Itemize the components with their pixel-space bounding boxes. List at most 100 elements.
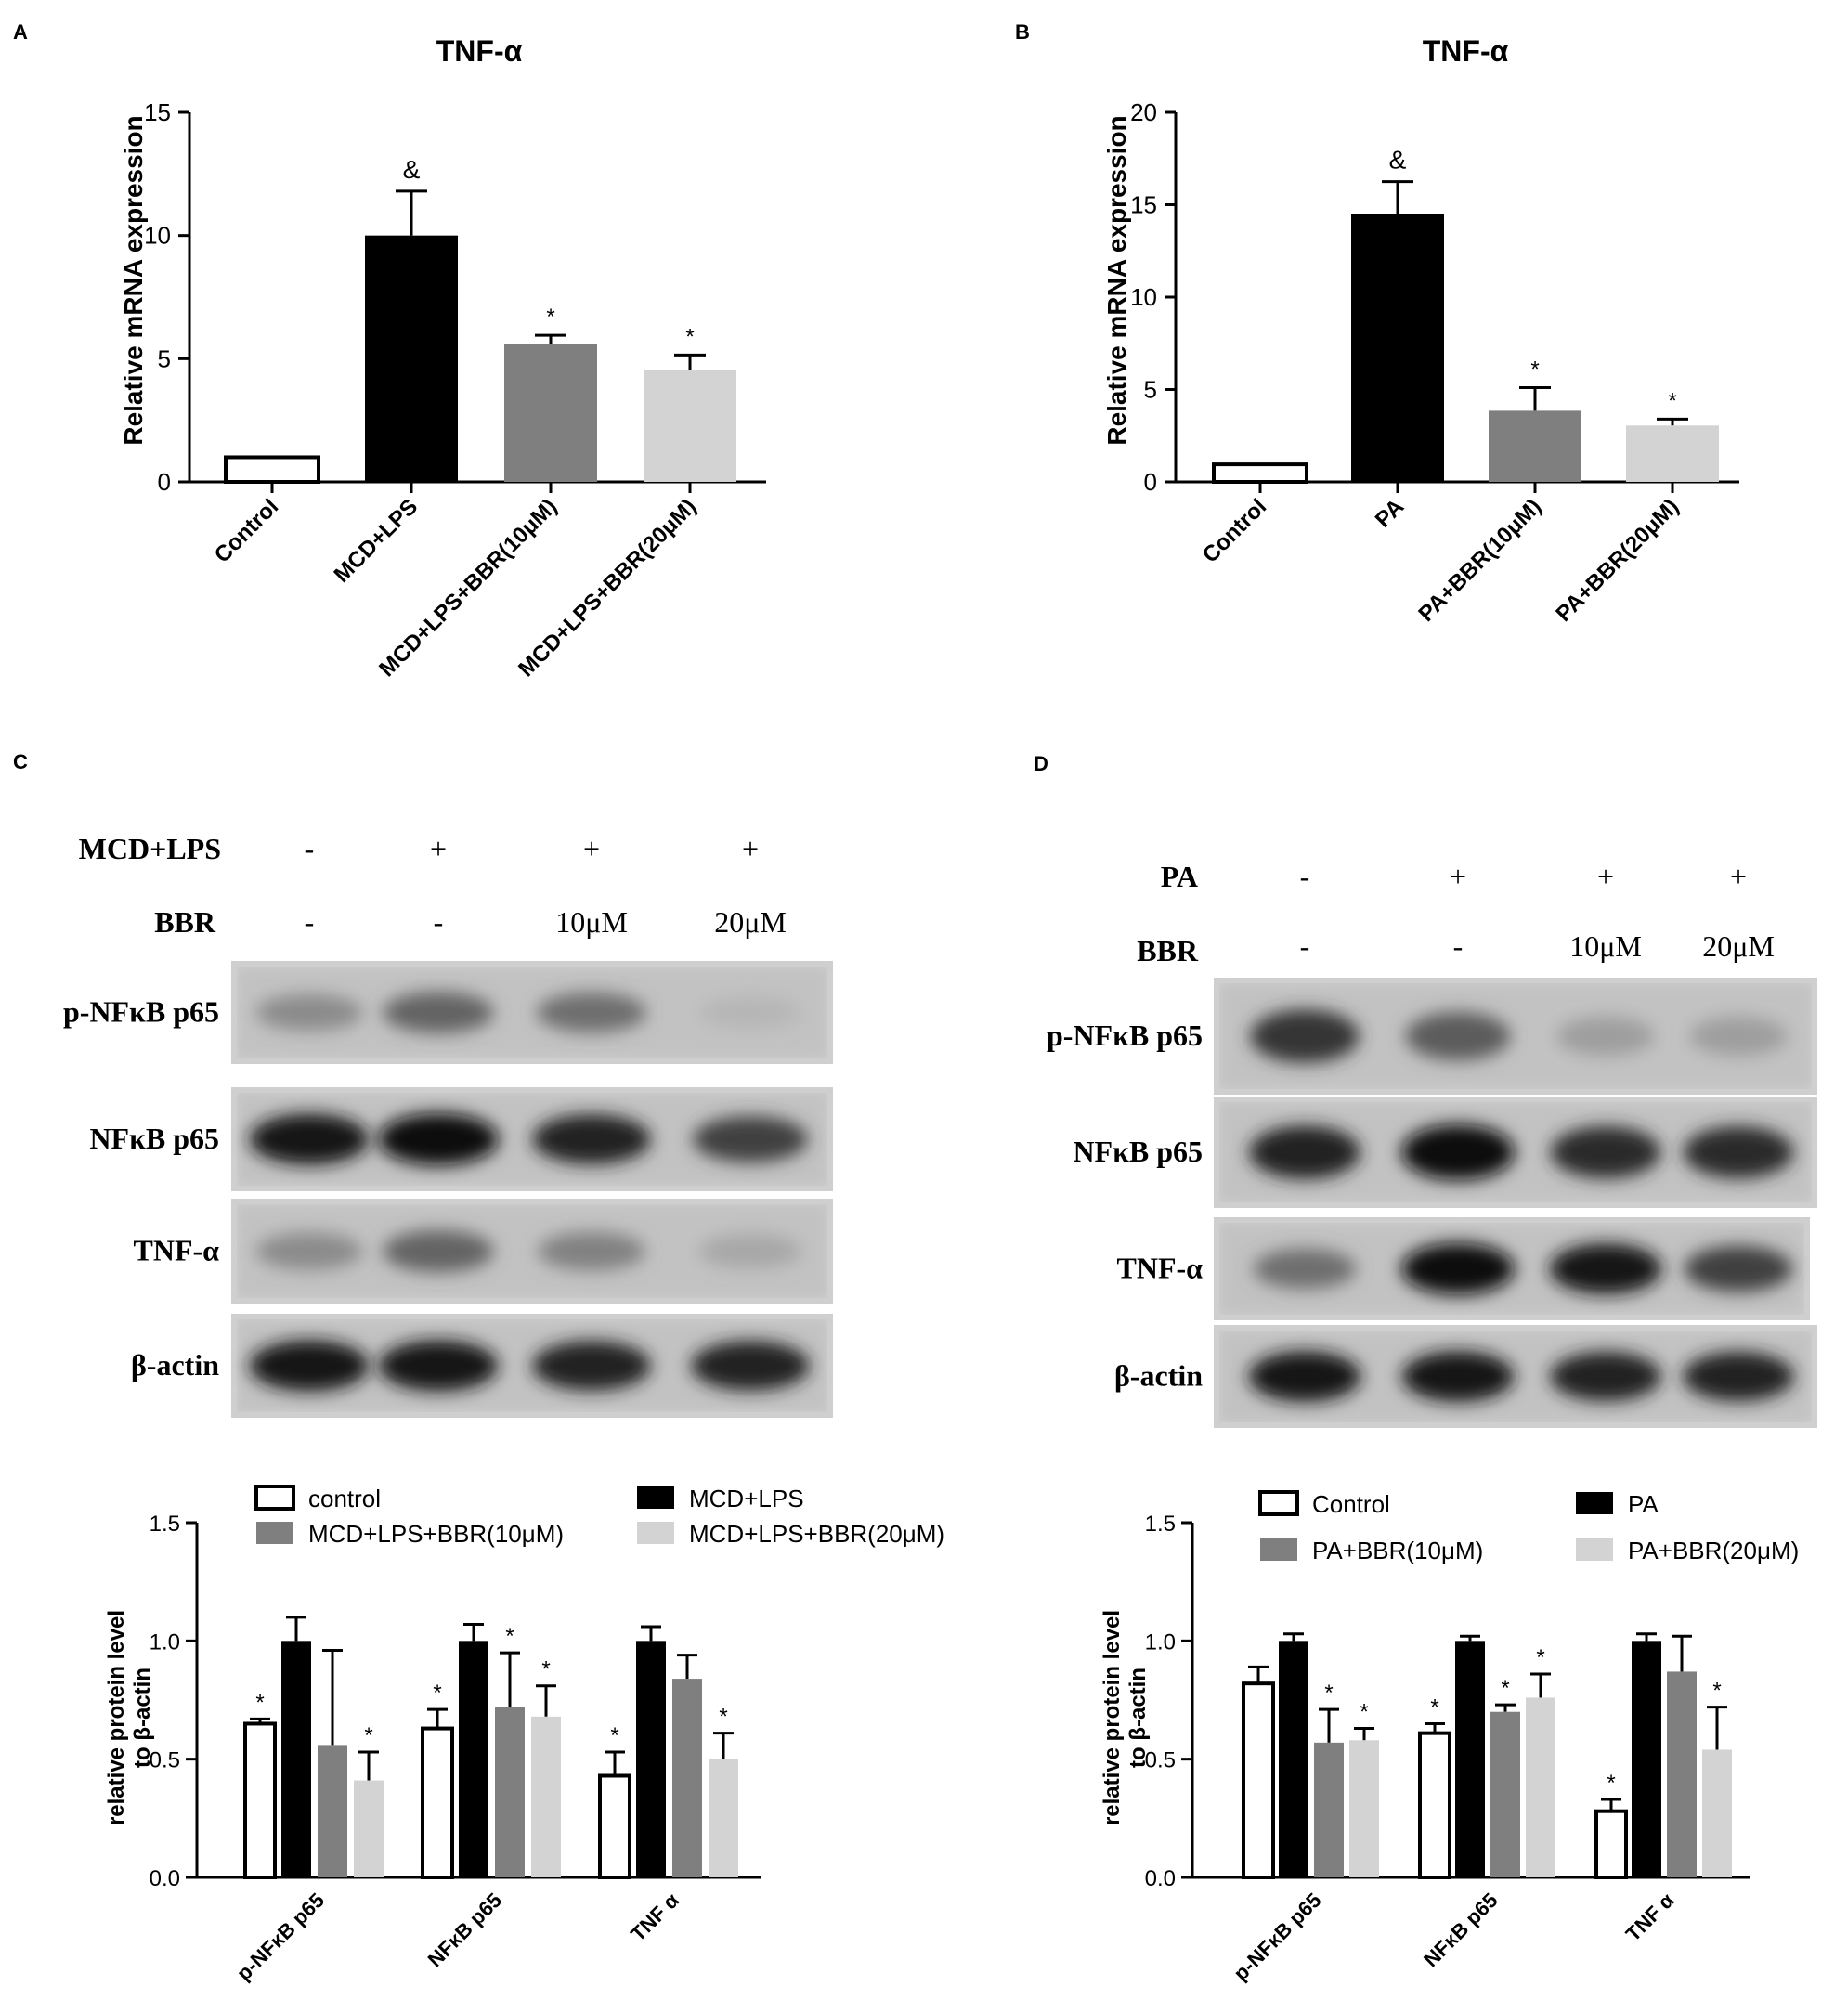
bar: [281, 1641, 311, 1877]
chart-c-protein-levels: relative protein level to β-actin 0.0 0.5…: [104, 1485, 944, 1985]
bar: [1489, 410, 1581, 482]
protein-band: [1401, 1124, 1515, 1180]
protein-band: [532, 1341, 651, 1391]
protein-band: [1249, 1125, 1360, 1179]
protein-band: [538, 1231, 645, 1271]
chart-b-tnf-mrna: TNF-α Relative mRNA expression 0 5 10 15 20 C…: [1102, 34, 1739, 627]
y-tick-label: 0.5: [1145, 1748, 1176, 1773]
significance-mark: &: [1389, 146, 1407, 175]
y-tick-label: 5: [158, 344, 171, 372]
bar: [598, 1773, 631, 1879]
blot-row-label: TNF-α: [133, 1234, 219, 1267]
significance-mark: *: [1324, 1681, 1333, 1706]
legend-swatch: [256, 1522, 293, 1544]
bar: [421, 1726, 454, 1880]
bar: [1212, 462, 1308, 485]
x-tick-label: Control: [210, 494, 283, 567]
legend-label: Control: [1312, 1490, 1390, 1518]
bar: [1314, 1742, 1344, 1877]
treatment-value: -: [305, 832, 315, 865]
legend-swatch: [1258, 1490, 1299, 1516]
protein-band: [1401, 1351, 1515, 1402]
protein-band: [1253, 1248, 1357, 1290]
y-tick-label: 1.5: [150, 1512, 180, 1537]
western-blot-d: PA BBR - + + + - - 10μM 20μM p-NFκB p65 NFκB p65 T…: [1047, 860, 1817, 1428]
x-tick-label: TNF α: [626, 1889, 683, 1946]
treatment-value: -: [434, 905, 444, 939]
protein-band: [1556, 1016, 1655, 1057]
bar: [1418, 1731, 1451, 1879]
western-blot-c: MCD+LPS BBR - + + + - - 10μM 20μM p-NFκB p65 NFκB…: [63, 832, 833, 1418]
treatment-value: +: [1450, 860, 1466, 893]
bar: [1702, 1749, 1732, 1877]
protein-band: [1683, 1125, 1794, 1179]
panel-letter-d: D: [1034, 752, 1048, 775]
y-tick-label: 0.5: [150, 1748, 180, 1773]
bar: [365, 235, 458, 482]
x-tick-label: TNF α: [1621, 1889, 1679, 1946]
treatment-value: +: [1730, 860, 1747, 893]
legend-swatch: [637, 1486, 674, 1509]
bar: [318, 1745, 347, 1877]
protein-band: [249, 1113, 370, 1165]
bar: [459, 1641, 488, 1877]
chart-b-title: TNF-α: [1423, 34, 1509, 68]
bar: [243, 1721, 277, 1880]
protein-band: [1689, 1016, 1788, 1057]
treatment-value: -: [305, 905, 315, 939]
treatment-value: 20μM: [1702, 929, 1775, 963]
chart-b-y-axis-label: Relative mRNA expression: [1102, 115, 1131, 445]
treatment-value: -: [1300, 860, 1310, 893]
significance-mark: *: [1360, 1700, 1368, 1725]
protein-band: [691, 1341, 810, 1391]
legend-swatch: [1260, 1538, 1297, 1561]
bar: [1455, 1641, 1485, 1877]
x-tick-label: PA+BBR(10μM): [1413, 494, 1546, 627]
bar: [1667, 1671, 1697, 1877]
y-tick-label: 15: [1130, 191, 1157, 219]
significance-mark: *: [1607, 1771, 1615, 1796]
blot-row-label: TNF-α: [1116, 1252, 1203, 1285]
blot-row-label: NFκB p65: [1073, 1135, 1203, 1168]
legend-swatch: [637, 1522, 674, 1544]
significance-mark: *: [1712, 1679, 1721, 1704]
y-tick-label: 0.0: [1145, 1866, 1176, 1891]
bar: [1242, 1681, 1275, 1879]
x-tick-label: MCD+LPS: [330, 494, 423, 588]
bar: [531, 1716, 561, 1877]
y-tick-label: 5: [1144, 376, 1157, 404]
legend-label: PA+BBR(10μM): [1312, 1537, 1483, 1564]
blot-c-treatment-label: MCD+LPS: [79, 832, 221, 865]
blot-c-treatment-label: BBR: [154, 905, 216, 939]
panel-letter-a: A: [13, 20, 28, 44]
y-tick-label: 1.5: [1145, 1512, 1176, 1537]
x-tick-label: NFκB p65: [1419, 1889, 1502, 1971]
chart-d-y-axis-label: relative protein level: [1100, 1610, 1125, 1825]
significance-mark: *: [1530, 357, 1539, 383]
protein-band: [378, 1340, 499, 1392]
bar: [1526, 1697, 1555, 1877]
protein-band: [1250, 1009, 1360, 1063]
x-tick-label: NFκB p65: [423, 1889, 506, 1971]
protein-band: [536, 992, 647, 1033]
x-tick-label: PA+BBR(20μM): [1551, 494, 1684, 627]
legend-label: MCD+LPS+BBR(10μM): [308, 1520, 564, 1548]
blot-row-label: p-NFκB p65: [63, 995, 219, 1029]
treatment-value: 20μM: [714, 905, 787, 939]
protein-band: [249, 1340, 370, 1392]
significance-mark: *: [685, 324, 694, 349]
bar: [644, 370, 736, 482]
blot-d-treatment-label: BBR: [1137, 934, 1199, 967]
protein-band: [1248, 1351, 1361, 1402]
legend-swatch: [254, 1485, 295, 1511]
significance-mark: *: [433, 1681, 441, 1706]
significance-mark: *: [1668, 388, 1676, 413]
x-tick-label: Control: [1198, 494, 1271, 567]
chart-a-tnf-mrna: TNF-α Relative mRNA expression 0 5 10 15 Con…: [119, 34, 766, 681]
treatment-value: +: [430, 832, 447, 865]
bar: [354, 1780, 384, 1877]
significance-mark: *: [1501, 1676, 1509, 1701]
protein-band: [699, 996, 801, 1029]
y-tick-label: 0: [1144, 468, 1157, 496]
chart-a-title: TNF-α: [436, 34, 523, 68]
